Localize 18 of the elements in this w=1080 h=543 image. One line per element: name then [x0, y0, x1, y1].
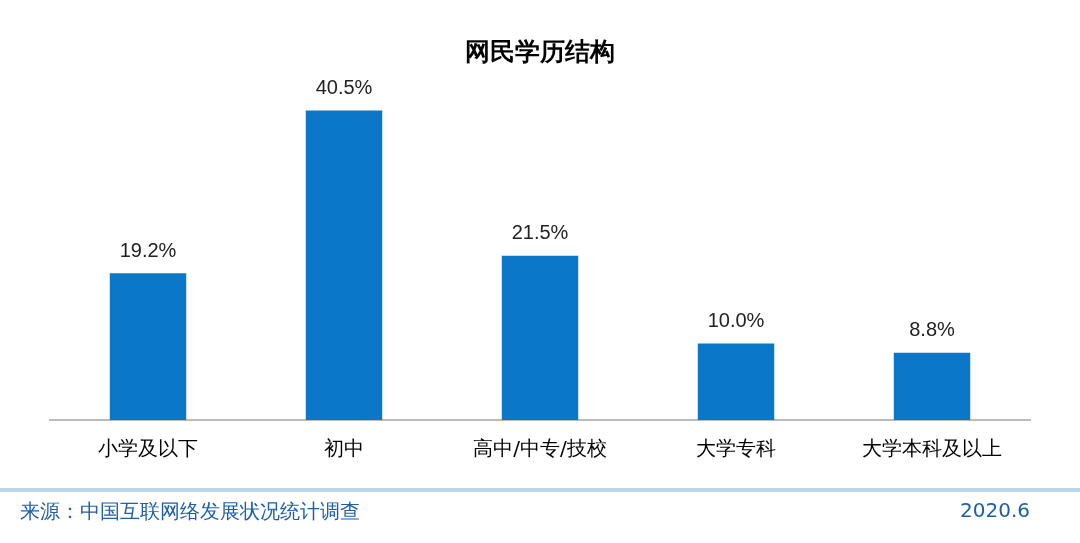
bar — [697, 343, 775, 420]
bar — [501, 255, 579, 420]
chart-title: 网民学历结构 — [465, 36, 615, 66]
bar — [893, 352, 971, 420]
data-label: 8.8% — [909, 318, 956, 341]
bar — [305, 110, 383, 420]
data-label: 10.0% — [707, 309, 765, 332]
data-label: 40.5% — [315, 75, 373, 98]
x-tick-label: 大学专科 — [696, 436, 776, 461]
x-tick-label: 小学及以下 — [98, 436, 198, 461]
text: 2020.6 — [960, 498, 1030, 522]
x-tick-label: 初中 — [324, 436, 364, 461]
x-tick-label: 高中/中专/技校 — [473, 436, 607, 461]
x-tick-label: 大学本科及以上 — [862, 436, 1002, 461]
data-label: 19.2% — [119, 238, 177, 261]
bar — [109, 273, 187, 420]
data-label: 21.5% — [511, 221, 569, 244]
source-note: 来源：中国互联网络发展状况统计调查 — [20, 498, 360, 525]
